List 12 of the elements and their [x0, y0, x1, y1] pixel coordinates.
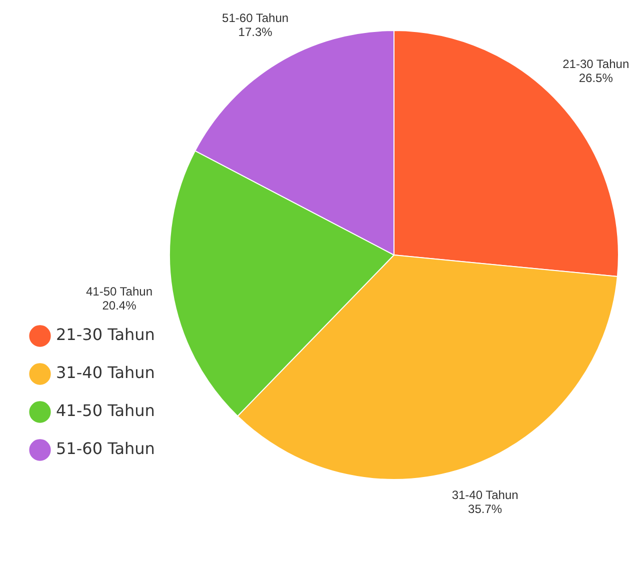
- slice-label: 51-60 Tahun: [222, 11, 289, 26]
- slice-label: 41-50 Tahun: [86, 284, 152, 298]
- data-label: 17.3%: [238, 25, 273, 40]
- legend-label: 51-60 Tahun: [56, 439, 155, 458]
- data-label: 26.5%: [578, 70, 614, 85]
- legend-label: 41-50 Tahun: [56, 401, 155, 420]
- data-label: 20.4%: [102, 298, 137, 312]
- slice-label: 31-40 Tahun: [452, 488, 518, 502]
- legend-label: 21-30 Tahun: [56, 325, 155, 344]
- data-label: 35.7%: [468, 502, 502, 516]
- legend-label: 31-40 Tahun: [56, 363, 155, 382]
- slice-label: 21-30 Tahun: [562, 56, 630, 71]
